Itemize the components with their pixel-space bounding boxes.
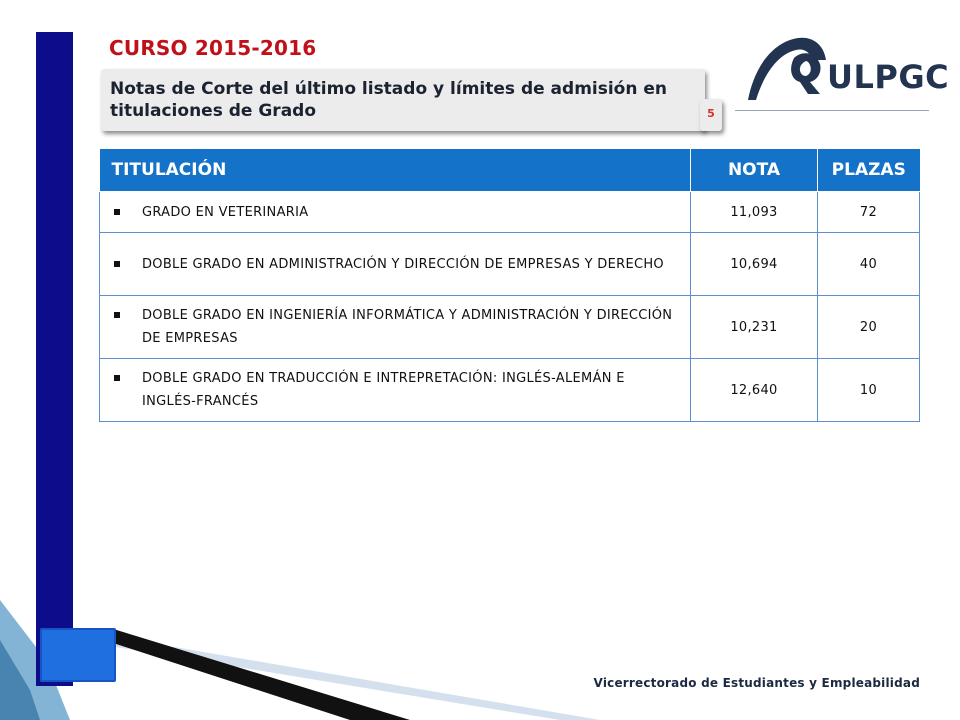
bullet-icon bbox=[114, 208, 120, 215]
column-header-titulacion: TITULACIÓN bbox=[99, 149, 691, 192]
titulacion-text: DOBLE GRADO EN INGENIERÍA INFORMÁTICA Y … bbox=[142, 308, 673, 346]
course-title: CURSO 2015-2016 bbox=[109, 36, 317, 60]
nota-cell: 11,093 bbox=[690, 191, 818, 233]
diagonal-dark-stripe bbox=[110, 628, 410, 720]
subtitle-text: Notas de Corte del último listado y lími… bbox=[110, 79, 668, 121]
titulacion-cell: DOBLE GRADO EN TRADUCCIÓN E INTREPRETACI… bbox=[99, 358, 691, 422]
titulacion-cell: GRADO EN VETERINARIA bbox=[99, 191, 691, 233]
diagonal-light-stripe bbox=[110, 636, 600, 720]
bullet-icon bbox=[114, 260, 120, 267]
titulacion-cell: DOBLE GRADO EN INGENIERÍA INFORMÁTICA Y … bbox=[99, 295, 691, 359]
table-row: DOBLE GRADO EN TRADUCCIÓN E INTREPRETACI… bbox=[99, 358, 920, 422]
column-header-plazas: PLAZAS bbox=[817, 149, 920, 192]
nota-cell: 12,640 bbox=[690, 358, 818, 422]
nota-cell: 10,231 bbox=[690, 295, 818, 359]
footer-text: Vicerrectorado de Estudiantes y Empleabi… bbox=[593, 676, 920, 690]
table-row: GRADO EN VETERINARIA 11,093 72 bbox=[99, 191, 920, 233]
plazas-cell: 72 bbox=[817, 191, 920, 233]
plazas-cell: 10 bbox=[817, 358, 920, 422]
bullet-icon bbox=[114, 375, 120, 381]
titulacion-text: GRADO EN VETERINARIA bbox=[142, 204, 309, 220]
plazas-cell: 20 bbox=[817, 295, 920, 359]
titulacion-text: DOBLE GRADO EN TRADUCCIÓN E INTREPRETACI… bbox=[142, 371, 625, 409]
corner-accent-square bbox=[40, 628, 116, 682]
table-header-row: TITULACIÓN NOTA PLAZAS bbox=[99, 149, 920, 192]
logo-text: ULPGC bbox=[827, 58, 950, 96]
left-sidebar-bar bbox=[36, 32, 73, 686]
column-header-nota: NOTA bbox=[690, 149, 818, 192]
titulacion-cell: DOBLE GRADO EN ADMINISTRACIÓN Y DIRECCIÓ… bbox=[99, 232, 691, 296]
ulpgc-logo-icon bbox=[748, 37, 826, 100]
plazas-cell: 40 bbox=[817, 232, 920, 296]
page-number: 5 bbox=[700, 99, 722, 131]
table-row: DOBLE GRADO EN ADMINISTRACIÓN Y DIRECCIÓ… bbox=[99, 232, 920, 296]
logo-divider bbox=[735, 110, 929, 111]
table-row: DOBLE GRADO EN INGENIERÍA INFORMÁTICA Y … bbox=[99, 295, 920, 359]
bullet-icon bbox=[114, 312, 120, 318]
subtitle-box: Notas de Corte del último listado y lími… bbox=[101, 69, 705, 131]
nota-cell: 10,694 bbox=[690, 232, 818, 296]
titulacion-text: DOBLE GRADO EN ADMINISTRACIÓN Y DIRECCIÓ… bbox=[142, 256, 664, 272]
bottom-left-wave-dark bbox=[0, 640, 40, 720]
admission-table: TITULACIÓN NOTA PLAZAS GRADO EN VETERINA… bbox=[99, 149, 920, 422]
